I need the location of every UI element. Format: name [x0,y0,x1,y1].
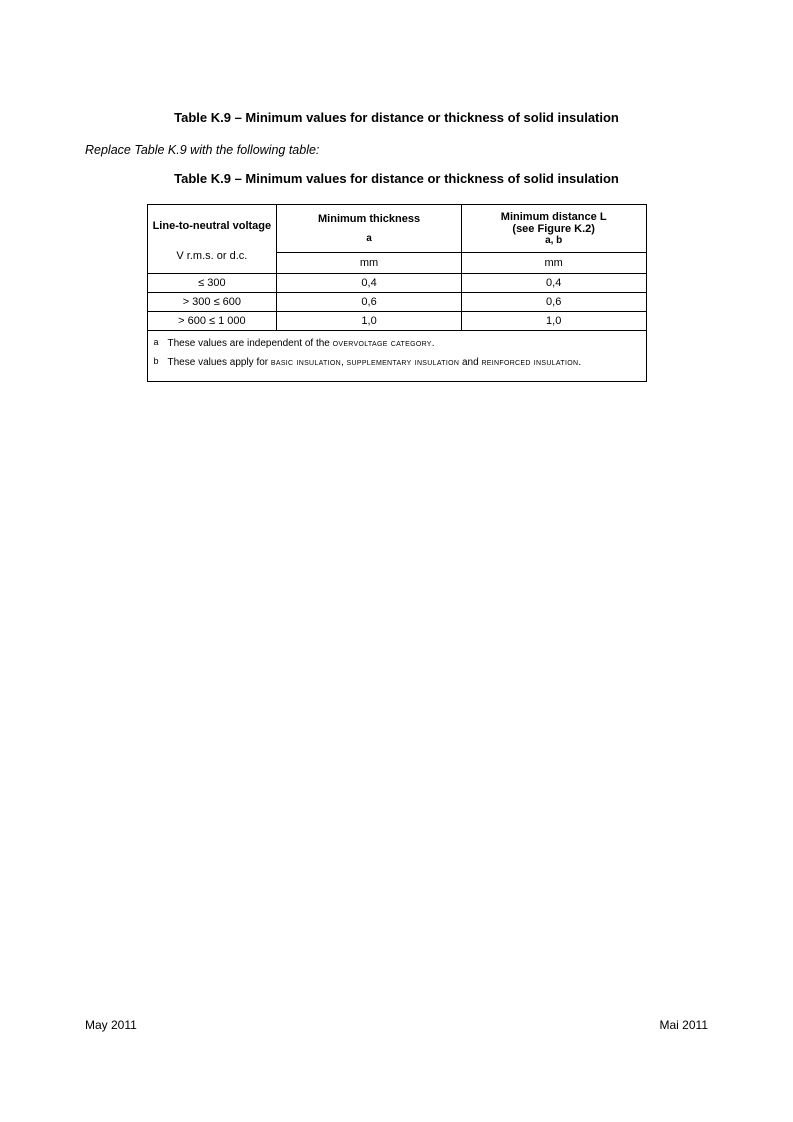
page-content: Table K.9 – Minimum values for distance … [0,0,793,382]
unit-voltage: V r.m.s. or d.c. [152,250,273,262]
replace-instruction: Replace Table K.9 with the following tab… [85,143,708,157]
cell-voltage: > 600 ≤ 1 000 [147,312,277,331]
header-voltage-text: Line-to-neutral voltage [152,220,273,232]
table-row: > 300 ≤ 600 0,6 0,6 [147,293,646,312]
page-footer: May 2011 Mai 2011 [85,1018,708,1032]
cell-distance: 0,4 [461,274,646,293]
header-distance-text1: Minimum distance L [466,211,642,223]
header-thickness-sup: a [281,233,457,248]
table-title-original: Table K.9 – Minimum values for distance … [85,110,708,125]
note-a-pre: These values are independent of the [168,338,333,349]
note-a-sc: overvoltage category [333,338,432,349]
notes-cell: a These values are independent of the ov… [147,331,646,382]
note-b-sc2: supplementary insulation [347,357,460,368]
cell-voltage: > 300 ≤ 600 [147,293,277,312]
unit-thickness: mm [277,253,462,274]
header-thickness-text: Minimum thickness [281,213,457,225]
unit-distance: mm [461,253,646,274]
notes-row: a These values are independent of the ov… [147,331,646,382]
cell-thickness: 0,4 [277,274,462,293]
header-voltage: Line-to-neutral voltage V r.m.s. or d.c. [147,205,277,274]
note-b-marker: b [154,356,168,369]
table-row: ≤ 300 0,4 0,4 [147,274,646,293]
note-a: a These values are independent of the ov… [154,337,640,350]
note-b-sc3: reinforced insulation [481,357,578,368]
note-b-sc1: basic insulation [271,357,341,368]
table-container: Line-to-neutral voltage V r.m.s. or d.c.… [147,204,647,382]
header-thickness: Minimum thickness a [277,205,462,253]
note-b-mid2: and [459,357,481,368]
cell-thickness: 1,0 [277,312,462,331]
header-row: Line-to-neutral voltage V r.m.s. or d.c.… [147,205,646,253]
insulation-table: Line-to-neutral voltage V r.m.s. or d.c.… [147,204,647,382]
note-a-post: . [432,338,435,349]
note-b-pre: These values apply for [168,357,271,368]
cell-thickness: 0,6 [277,293,462,312]
table-row: > 600 ≤ 1 000 1,0 1,0 [147,312,646,331]
cell-distance: 0,6 [461,293,646,312]
note-a-body: These values are independent of the over… [168,337,640,350]
footer-left: May 2011 [85,1018,137,1032]
footer-right: Mai 2011 [660,1018,708,1032]
note-b-body: These values apply for basic insulation,… [168,356,640,369]
header-distance-sup: a, b [466,235,642,250]
cell-distance: 1,0 [461,312,646,331]
cell-voltage: ≤ 300 [147,274,277,293]
note-b: b These values apply for basic insulatio… [154,356,640,369]
header-distance: Minimum distance L (see Figure K.2) a, b [461,205,646,253]
note-b-post: . [578,357,581,368]
table-title-new: Table K.9 – Minimum values for distance … [85,171,708,186]
note-a-marker: a [154,337,168,350]
header-distance-text2: (see Figure K.2) [466,223,642,235]
